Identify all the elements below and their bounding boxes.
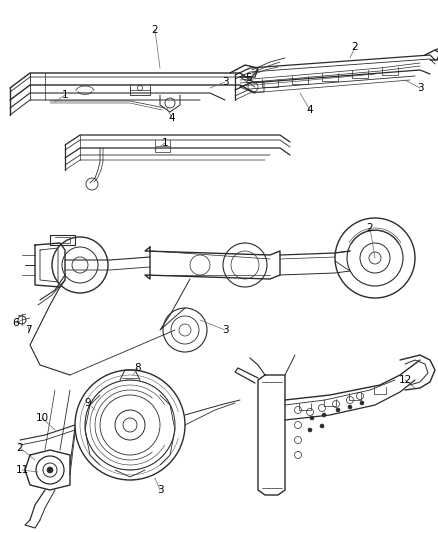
Text: 2: 2 [367, 223, 373, 233]
Text: 8: 8 [135, 363, 141, 373]
Text: 6: 6 [13, 318, 19, 328]
Circle shape [320, 424, 324, 428]
Circle shape [348, 405, 352, 409]
Text: 3: 3 [157, 485, 163, 495]
Circle shape [47, 467, 53, 473]
Circle shape [310, 416, 314, 420]
Circle shape [308, 428, 312, 432]
Text: 2: 2 [17, 443, 23, 453]
Text: 4: 4 [169, 113, 175, 123]
Text: 1: 1 [62, 90, 68, 100]
Text: 3: 3 [222, 325, 228, 335]
Text: 9: 9 [85, 398, 91, 408]
Text: 4: 4 [307, 105, 313, 115]
Text: 5: 5 [245, 73, 251, 83]
Text: 1: 1 [162, 138, 168, 148]
Text: 3: 3 [417, 83, 423, 93]
Text: 12: 12 [399, 375, 412, 385]
Text: 11: 11 [15, 465, 28, 475]
Circle shape [360, 401, 364, 405]
Circle shape [322, 413, 326, 417]
Text: 2: 2 [152, 25, 158, 35]
Text: 10: 10 [35, 413, 49, 423]
Text: 7: 7 [25, 325, 31, 335]
Text: 2: 2 [352, 42, 358, 52]
Circle shape [336, 408, 340, 412]
Text: 3: 3 [222, 77, 228, 87]
